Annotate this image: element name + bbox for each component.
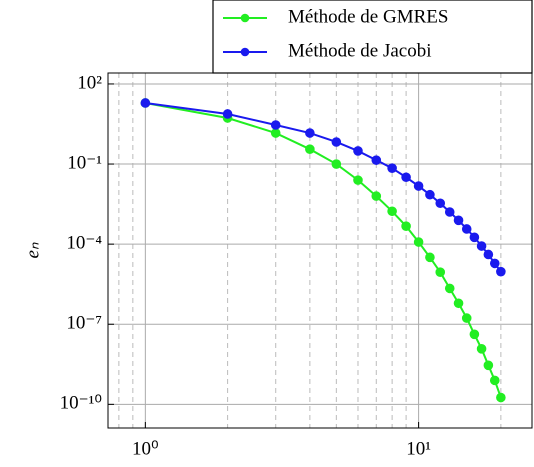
legend-marker — [240, 13, 250, 23]
data-point — [425, 189, 435, 200]
data-point — [453, 215, 464, 226]
data-point — [270, 120, 281, 130]
data-point — [461, 224, 472, 234]
y-tick-label: 10² — [77, 72, 102, 93]
data-point — [305, 128, 315, 138]
data-point — [496, 392, 506, 403]
data-point — [489, 258, 500, 269]
data-point — [435, 198, 446, 209]
data-point — [140, 98, 151, 108]
series-line — [145, 101, 502, 398]
data-point — [387, 206, 397, 217]
data-point — [489, 375, 500, 386]
data-point — [353, 146, 363, 156]
data-point — [476, 241, 487, 251]
data-point — [371, 155, 382, 165]
data-point — [270, 128, 281, 138]
data-point — [425, 252, 435, 263]
data-point — [496, 266, 506, 277]
data-point — [222, 109, 233, 119]
data-point — [413, 237, 424, 247]
data-point — [444, 207, 455, 217]
x-tick-label: 10⁰ — [132, 438, 159, 459]
data-point — [331, 159, 342, 169]
y-tick-label: 10⁻⁷ — [66, 313, 102, 334]
data-point — [469, 329, 480, 340]
legend-box — [212, 0, 533, 74]
legend-label: Méthode de Jacobi — [288, 40, 432, 61]
plot-frame — [107, 72, 533, 429]
data-point — [401, 172, 411, 183]
data-point — [461, 313, 472, 323]
data-point — [401, 221, 411, 231]
data-point — [387, 163, 397, 173]
data-point — [476, 344, 487, 354]
data-point — [305, 144, 315, 154]
data-point — [469, 232, 480, 243]
data-point — [453, 298, 464, 309]
data-point — [353, 175, 363, 185]
y-axis-label: eₙ — [22, 242, 43, 258]
data-point — [413, 181, 424, 191]
legend-label: Méthode de GMRES — [288, 6, 448, 27]
x-tick-label: 10¹ — [406, 438, 431, 459]
legend-marker — [240, 47, 250, 57]
data-point — [444, 283, 455, 294]
data-point — [371, 191, 382, 201]
data-point — [435, 267, 446, 277]
y-tick-label: 10⁻⁴ — [66, 233, 102, 254]
data-point — [331, 137, 342, 147]
y-tick-label: 10⁻¹⁰ — [60, 393, 102, 414]
series-line — [145, 101, 502, 273]
data-point — [483, 360, 494, 371]
data-point — [483, 249, 494, 260]
y-tick-label: 10⁻¹ — [67, 152, 102, 173]
